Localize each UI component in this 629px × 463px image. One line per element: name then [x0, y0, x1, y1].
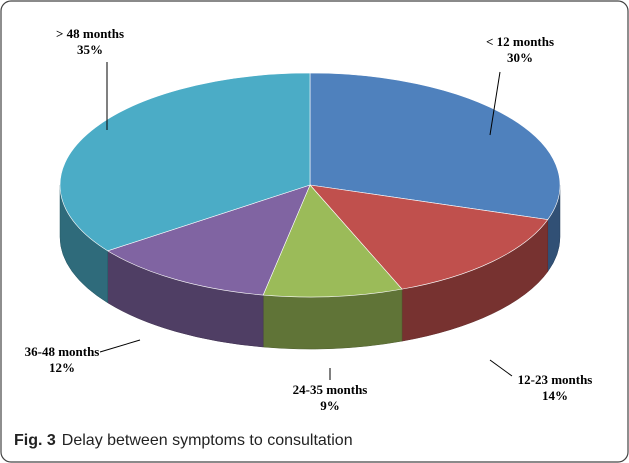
value-label: 14%	[542, 388, 568, 403]
caption-text: Fig. 3 Delay between symptoms to consulta…	[14, 432, 353, 449]
slice-label: 24-35 months	[293, 382, 368, 397]
leader-line	[99, 339, 141, 353]
caption-label: Fig. 3	[14, 432, 56, 449]
slice-label: 12-23 months	[518, 372, 593, 387]
pie-slice	[309, 72, 561, 220]
value-label: 35%	[77, 42, 103, 57]
value-label: 9%	[320, 398, 340, 413]
value-label: 12%	[49, 360, 75, 375]
leader-line	[489, 359, 513, 377]
leader-line	[489, 71, 501, 136]
slice-label: 36-48 months	[25, 344, 100, 359]
pie-slice	[59, 72, 311, 252]
slice-label: > 48 months	[56, 26, 124, 41]
pie-slice	[262, 184, 403, 298]
caption: Delay between symptoms to consultation	[62, 432, 353, 449]
pie-slice	[107, 184, 311, 296]
pie-side	[262, 288, 403, 350]
value-label: 30%	[507, 50, 533, 65]
pie-slice	[309, 184, 549, 290]
slice-label: < 12 months	[486, 34, 554, 49]
